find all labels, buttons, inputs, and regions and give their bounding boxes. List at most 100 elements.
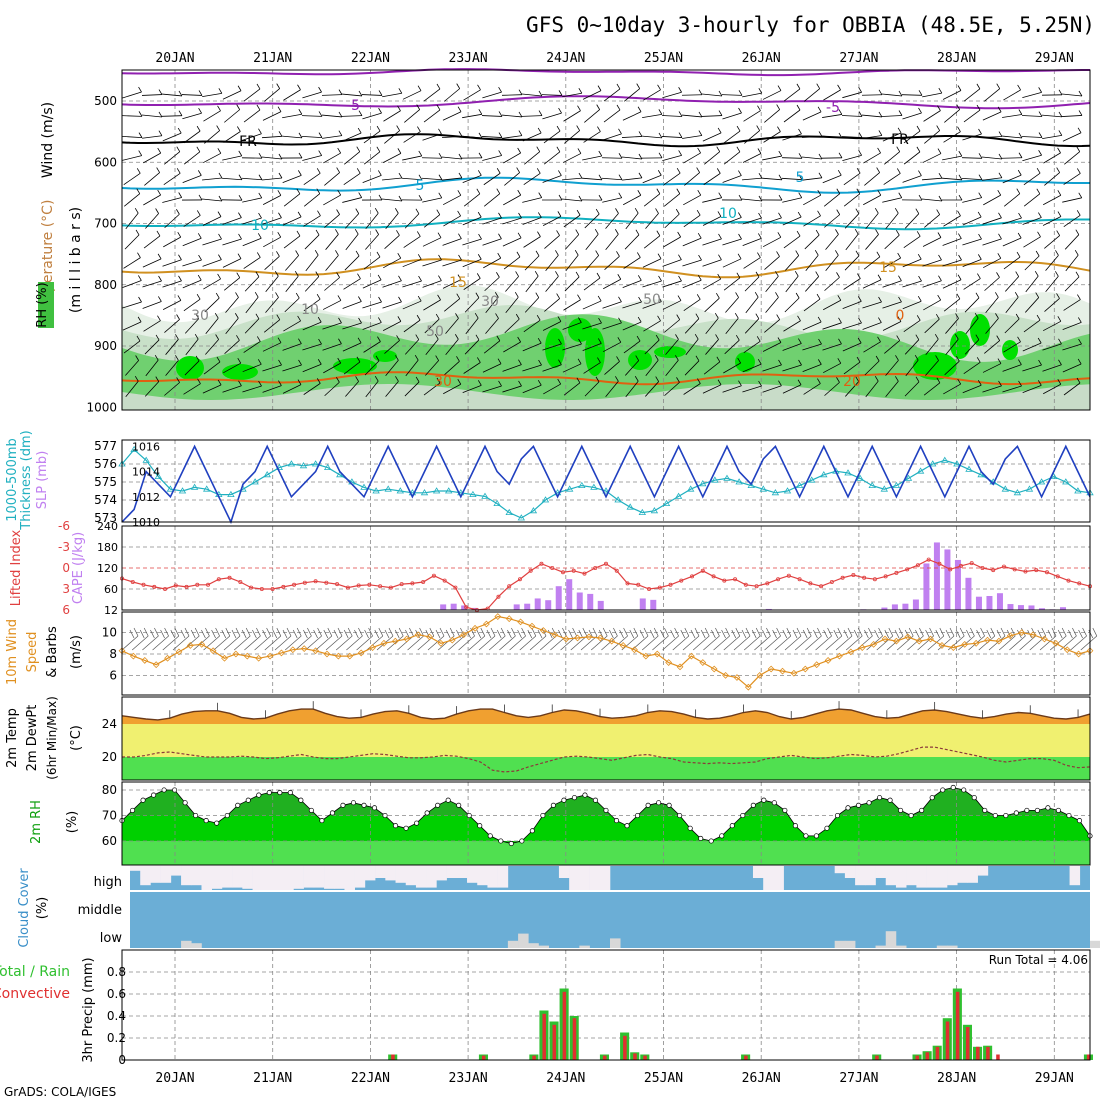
li-tick-2: 0	[62, 561, 70, 575]
cloud-high-bar	[395, 866, 407, 883]
cape-bar	[440, 604, 447, 610]
cloud-high-bar	[579, 866, 590, 890]
wind-speed-point	[642, 652, 650, 660]
li-point	[690, 574, 695, 579]
rh-point	[266, 789, 272, 796]
rh-blob-13	[1002, 340, 1018, 360]
cloud-low-bar	[895, 945, 907, 948]
rh-point	[834, 812, 841, 819]
wind-speed-point	[631, 646, 638, 654]
thickness-point	[227, 490, 235, 497]
cloud-high-bar	[170, 866, 182, 876]
day-label-bottom-0: 20JAN	[155, 1071, 194, 1086]
wind-speed-point	[346, 652, 354, 660]
wind-speed-point	[323, 650, 331, 658]
wind-speed-point	[574, 634, 581, 642]
cloud-high-bar	[1069, 866, 1081, 886]
wind-speed-point	[300, 645, 308, 653]
cloud-high-bar	[272, 866, 284, 890]
li-point	[1012, 567, 1017, 572]
wind-speed-point	[448, 636, 456, 644]
precip-conv-bar	[572, 1018, 577, 1060]
cloud-panel: high middle low Cloud Cover (%)	[17, 866, 1100, 948]
day-label-bottom-1: 21JAN	[253, 1071, 292, 1086]
slp-tick-1: 1012	[132, 491, 160, 504]
cape-tick-2: 120	[97, 562, 118, 575]
wind-speed-point	[209, 647, 217, 655]
rh-point	[792, 823, 798, 829]
li-point	[711, 574, 716, 579]
thickness-point	[469, 490, 477, 497]
rh-blob-0	[176, 356, 204, 380]
contour-label-12: 30	[191, 308, 209, 324]
thickness-point	[299, 462, 308, 469]
li-point	[604, 561, 609, 566]
cloud-high-bar	[834, 866, 846, 874]
wind-tick-2: 10	[102, 626, 117, 640]
rh-blob-11	[950, 331, 970, 359]
cloud-low-bar	[191, 943, 202, 948]
rh-point	[182, 800, 188, 806]
cape-bar	[923, 563, 930, 610]
rh-point	[224, 812, 230, 819]
li-point	[915, 563, 920, 568]
temp-green-band	[122, 757, 1090, 780]
li-point	[969, 561, 974, 566]
rh-point	[855, 802, 862, 808]
day-label-top-6: 26JAN	[742, 51, 781, 66]
rh-point	[1055, 807, 1061, 813]
cloud-ylabel-2: (%)	[35, 897, 50, 920]
wind-speed-point	[312, 647, 319, 655]
cape-bar	[555, 586, 562, 610]
temperature-panel: 20 24 2m Temp 2m DewPt (6hr Min/Max) (°C)	[5, 696, 1091, 781]
rh-point	[1076, 818, 1083, 824]
li-point	[636, 582, 641, 587]
cape-bar	[1007, 604, 1014, 610]
precip-conv-bar	[925, 1052, 930, 1060]
thickness-tick-4: 577	[94, 439, 117, 453]
rh-point	[677, 812, 683, 819]
cloud-high-bar	[364, 866, 376, 881]
li-point	[700, 568, 705, 573]
li-point	[367, 582, 372, 587]
wind-speed-point	[483, 620, 490, 628]
thickness-point	[783, 487, 792, 494]
precip-conv-bar	[532, 1055, 536, 1060]
wind-speed-point	[551, 631, 559, 639]
rh-point	[603, 807, 609, 813]
day-label-bottom-7: 27JAN	[839, 1071, 878, 1086]
day-label-bottom-2: 22JAN	[351, 1071, 390, 1086]
li-point	[141, 582, 146, 587]
cloud-high-bar	[334, 866, 345, 889]
cloud-high-bar	[150, 866, 161, 883]
temp-ylabel-2: 2m DewPt	[25, 705, 40, 772]
li-point	[765, 581, 770, 586]
thickness-point	[130, 445, 138, 452]
li-point	[195, 582, 200, 587]
cloud-high-bar	[875, 866, 887, 878]
contour-label-13: 30	[481, 294, 499, 310]
cloud-high-bar	[160, 866, 172, 883]
li-point	[453, 585, 458, 590]
li-point	[378, 584, 383, 589]
li-point	[539, 561, 544, 566]
wind-speed-point	[653, 650, 661, 658]
li-point	[528, 568, 533, 573]
temp-area	[122, 709, 1090, 724]
li-point	[797, 577, 802, 582]
cloud-ylabel-1: Cloud Cover	[17, 868, 32, 948]
cape-bar	[639, 598, 646, 610]
li-point	[1023, 569, 1028, 574]
cloud-high-bar	[947, 866, 958, 886]
li-point	[819, 584, 824, 589]
cloud-high-bar	[385, 866, 396, 881]
cape-bar	[986, 596, 993, 610]
rh-point	[540, 812, 546, 819]
li-point	[410, 581, 415, 586]
temp-tick-1: 24	[102, 717, 117, 731]
rh-point	[866, 800, 872, 806]
thickness-point	[517, 514, 526, 521]
thickness-point	[699, 480, 707, 487]
rh-point	[172, 787, 178, 793]
cloud-high-bar	[906, 866, 917, 886]
